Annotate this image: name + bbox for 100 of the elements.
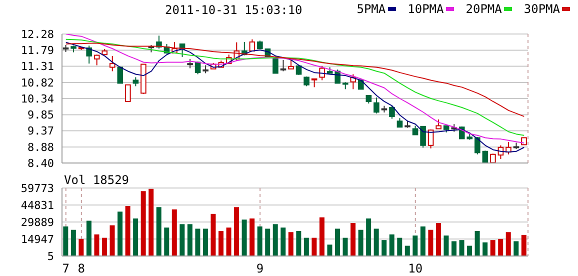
bar xyxy=(482,242,488,256)
legend-label: 5PMA xyxy=(356,2,386,16)
bar xyxy=(102,238,107,256)
bar xyxy=(242,220,247,256)
bar xyxy=(404,246,410,256)
bar xyxy=(498,238,504,256)
x-tick-label: 8 xyxy=(78,262,86,276)
bar xyxy=(280,228,286,256)
candlestick xyxy=(125,84,131,102)
y-tick-label: 11.31 xyxy=(20,60,54,74)
bar xyxy=(148,188,154,256)
bar xyxy=(110,225,115,256)
y-tick-label: 5 xyxy=(47,250,54,263)
bar xyxy=(319,217,324,256)
bar xyxy=(70,230,76,256)
y-tick-label: 14947 xyxy=(20,232,54,246)
bar xyxy=(490,240,496,256)
y-tick-label: 10.82 xyxy=(20,76,54,90)
candlestick xyxy=(374,97,380,114)
bar xyxy=(210,214,216,256)
bar xyxy=(374,228,379,256)
bar xyxy=(125,206,130,256)
y-tick-label: 10.34 xyxy=(20,92,54,106)
candlestick xyxy=(272,58,278,74)
bar xyxy=(226,228,232,256)
x-tick-label: 9 xyxy=(256,262,264,276)
bar xyxy=(180,224,185,256)
bar xyxy=(350,223,356,256)
y-tick-label: 9.37 xyxy=(28,124,54,138)
y-tick-label: 29889 xyxy=(20,216,54,229)
candlestick xyxy=(187,58,193,69)
bar xyxy=(172,209,177,256)
legend-label: 10PMA xyxy=(408,2,444,16)
x-tick-label: 7 xyxy=(62,262,70,276)
bar xyxy=(257,226,262,256)
y-tick-label: 8.88 xyxy=(28,140,54,154)
bar xyxy=(521,234,526,256)
candlestick xyxy=(389,104,395,120)
candlestick xyxy=(482,150,488,162)
bar xyxy=(288,232,294,256)
chart-title: Vol 18529 xyxy=(64,173,130,187)
bar xyxy=(335,228,340,256)
bar xyxy=(156,207,162,256)
candlestick xyxy=(420,126,426,148)
bar xyxy=(506,232,511,256)
candlestick xyxy=(304,76,310,87)
bar xyxy=(412,236,418,256)
bar xyxy=(397,238,402,256)
bar xyxy=(342,238,348,256)
bar xyxy=(118,212,123,256)
bar xyxy=(86,220,92,256)
candlestick xyxy=(474,136,480,155)
bar xyxy=(272,224,278,256)
bar xyxy=(304,238,309,256)
bar xyxy=(444,236,449,256)
bar xyxy=(63,226,68,256)
bar xyxy=(514,241,519,256)
bar xyxy=(265,228,270,256)
bar xyxy=(459,240,464,256)
bar xyxy=(133,218,138,256)
candlestick xyxy=(280,59,286,72)
candlestick xyxy=(94,54,100,66)
bar xyxy=(94,234,100,256)
bar xyxy=(218,230,224,256)
y-tick-label: 44831 xyxy=(20,198,54,212)
bar xyxy=(366,218,372,256)
bar xyxy=(420,226,426,256)
bar xyxy=(164,228,170,256)
bar xyxy=(474,230,480,256)
legend-label: 30PMA xyxy=(524,2,560,16)
y-tick-label: 12.28 xyxy=(20,28,54,41)
candlestick xyxy=(319,65,325,81)
x-tick-label: 10 xyxy=(408,262,423,276)
bar xyxy=(467,246,472,256)
bar xyxy=(195,228,200,256)
y-tick-label: 9.85 xyxy=(28,108,54,122)
bar xyxy=(250,218,255,256)
bar xyxy=(296,230,302,256)
bar xyxy=(202,228,208,256)
y-tick-label: 11.79 xyxy=(20,44,54,58)
candlestick xyxy=(86,45,92,64)
bar xyxy=(234,207,240,256)
bar xyxy=(452,241,456,256)
chart-title: 2011-10-31 15:03:10 xyxy=(165,3,302,17)
bar xyxy=(187,224,192,256)
y-tick-label: 8.40 xyxy=(28,156,54,170)
bar xyxy=(327,244,332,256)
bar xyxy=(382,240,387,256)
bar xyxy=(428,230,434,256)
bar xyxy=(436,223,441,256)
bar xyxy=(78,238,84,256)
bar xyxy=(389,234,394,256)
y-tick-label: 59773 xyxy=(20,182,54,195)
bar xyxy=(312,238,317,256)
bar xyxy=(358,230,364,256)
candlestick xyxy=(109,55,116,72)
candlestick xyxy=(436,118,442,130)
bar xyxy=(140,191,146,256)
line-series xyxy=(65,42,525,117)
legend-label: 20PMA xyxy=(466,2,502,16)
